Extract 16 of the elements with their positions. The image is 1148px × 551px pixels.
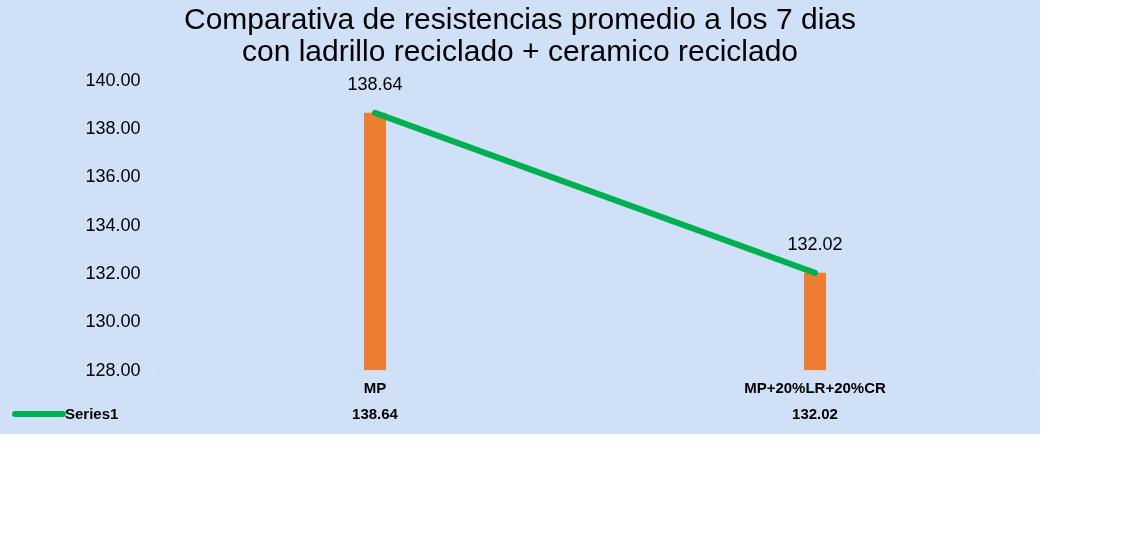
text: Comparativa de resistencias promedio a los 7 dias	[184, 2, 856, 35]
y-tick-label: 128.00	[85, 359, 141, 380]
x-tick-label: MP+20%LR+20%CR	[744, 378, 887, 396]
y-tick-label: 134.00	[85, 214, 141, 235]
y-tick-label: 140.00	[85, 69, 141, 90]
text: con ladrillo reciclado + ceramico reciclado	[241, 34, 799, 67]
x-tick-label: MP	[363, 378, 387, 396]
y-tick-label: 138.00	[85, 117, 141, 138]
data-label: 132.02	[787, 233, 843, 254]
y-tick-label: 130.00	[85, 311, 141, 332]
y-tick-label: 136.00	[85, 166, 141, 187]
y-tick-label: 132.00	[85, 262, 141, 283]
legend-label: Series1	[65, 405, 119, 422]
data-label: 138.64	[347, 73, 403, 94]
data-label: 138.64	[352, 405, 399, 422]
data-label: 132.02	[792, 405, 838, 422]
